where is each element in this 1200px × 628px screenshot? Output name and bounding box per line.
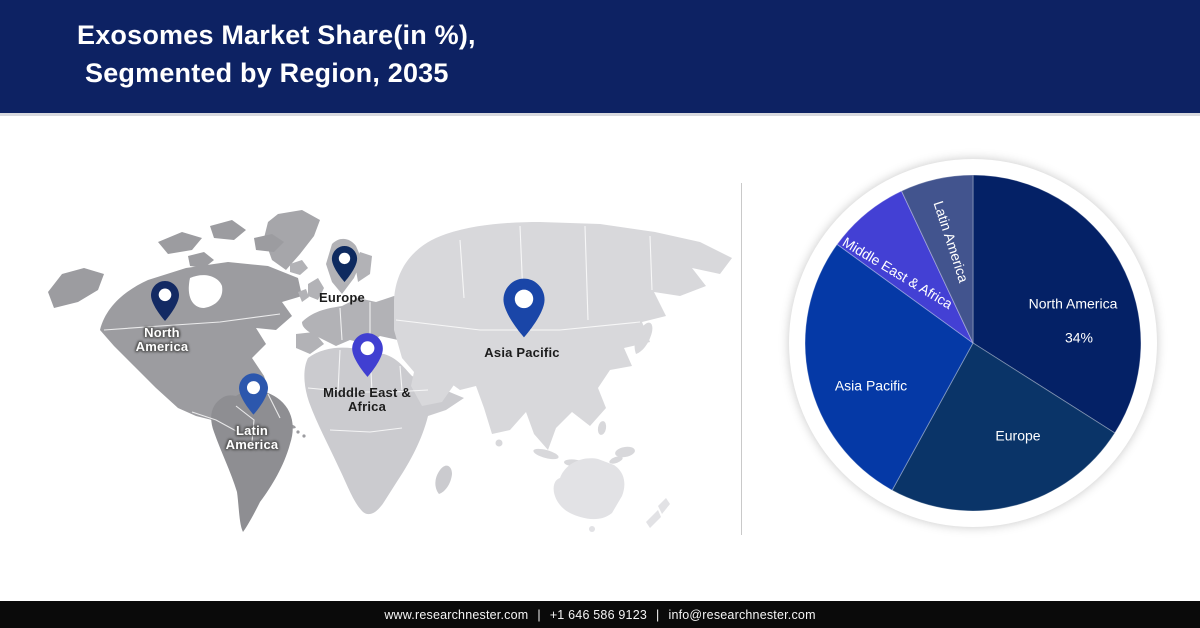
pie-label-asia-pacific: Asia Pacific — [835, 378, 907, 394]
pin-icon — [331, 246, 357, 282]
map-label-latin-america: Latin America — [225, 423, 279, 452]
map-pin-latin-america — [238, 372, 269, 416]
pie-label-europe: Europe — [995, 428, 1040, 444]
continent-greenland — [264, 210, 320, 270]
footer-website: www.researchnester.com — [384, 607, 529, 622]
map-pin-europe — [331, 245, 358, 283]
pin-icon — [351, 333, 383, 377]
chart-title-line1: Exosomes Market Share(in %), — [77, 20, 476, 50]
pin-icon — [151, 281, 179, 321]
pie-slice-europe — [891, 342, 1116, 512]
map-label-asia-pacific: Asia Pacific — [484, 345, 560, 360]
chart-title-line2: Segmented by Region, 2035 — [85, 58, 449, 88]
footer-email: info@researchnester.com — [668, 607, 816, 622]
map-pin-north-america — [150, 280, 180, 322]
pie-chart: North America 34% Europe Asia Pacific Middle… — [763, 133, 1183, 553]
pie-slice-asia-pacific — [804, 243, 974, 491]
footer-bar: www.researchnester.com | +1 646 586 9123… — [0, 601, 1200, 628]
map-pin-asia-pacific — [502, 277, 546, 339]
footer-separator: | — [656, 607, 660, 622]
pie-slice-latin-america — [900, 174, 974, 344]
map-label-middle-east-africa: Middle East & Africa — [323, 385, 411, 414]
pie-label-north-america: North America — [1029, 296, 1118, 312]
header-banner: Exosomes Market Share(in %), Segmented b… — [0, 0, 1200, 116]
pie-slice-middle-east-africa — [836, 190, 974, 344]
chart-title: Exosomes Market Share(in %), Segmented b… — [0, 0, 1200, 92]
country-borders — [103, 225, 653, 443]
continent-australia — [553, 458, 670, 532]
continent-south-america — [211, 390, 293, 532]
map-label-north-america: North America — [135, 325, 189, 354]
pie-slice-north-america — [972, 174, 1142, 434]
world-map-graphic — [48, 210, 732, 532]
hudson-bay — [188, 275, 223, 308]
pie-value-north-america: 34% — [1065, 330, 1093, 346]
pin-icon — [238, 373, 268, 415]
world-map: North America Europe Asia Pacific Middle Eas… — [40, 180, 740, 570]
vertical-divider — [741, 183, 742, 535]
map-label-europe: Europe — [319, 290, 365, 305]
map-pin-middle-east-africa — [351, 332, 384, 378]
footer-phone: +1 646 586 9123 — [549, 607, 648, 622]
pin-icon — [503, 278, 545, 338]
footer-separator: | — [537, 607, 541, 622]
